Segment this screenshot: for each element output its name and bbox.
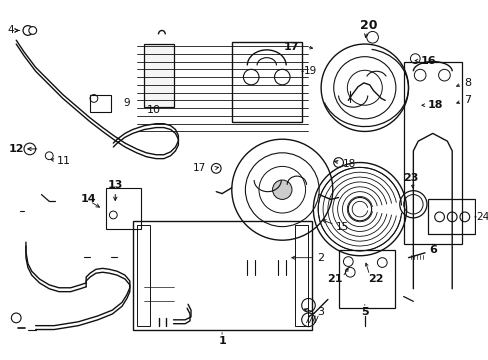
Text: 13: 13 (107, 180, 122, 190)
Text: 4: 4 (8, 26, 14, 36)
Text: 24: 24 (475, 212, 488, 222)
Bar (136, 225, 150, 326)
Text: 7: 7 (463, 95, 470, 105)
Text: 20: 20 (359, 19, 377, 32)
Text: 1: 1 (218, 336, 225, 346)
Text: 22: 22 (367, 274, 383, 284)
Bar (144, 44, 173, 107)
Bar (403, 62, 461, 244)
Bar (427, 199, 473, 234)
Text: 18: 18 (342, 159, 355, 170)
Circle shape (24, 143, 36, 155)
Bar (105, 188, 140, 229)
Text: 10: 10 (146, 105, 160, 115)
Text: 17: 17 (283, 42, 298, 52)
Text: 6: 6 (428, 245, 436, 255)
Text: 12: 12 (8, 144, 24, 154)
Text: 9: 9 (123, 98, 129, 108)
Bar (90, 95, 111, 112)
Bar (231, 42, 301, 122)
Bar (338, 250, 394, 308)
Text: 19: 19 (303, 66, 316, 76)
Text: 21: 21 (326, 274, 342, 284)
Circle shape (272, 180, 291, 199)
Text: 8: 8 (463, 78, 470, 88)
Text: 2: 2 (317, 253, 324, 263)
Text: 18: 18 (427, 100, 443, 110)
Text: 17: 17 (193, 163, 206, 174)
Bar (132, 221, 312, 329)
Text: 23: 23 (402, 173, 417, 183)
Text: 15: 15 (335, 222, 348, 231)
Text: 3: 3 (317, 307, 324, 317)
Circle shape (29, 27, 37, 34)
Text: 14: 14 (80, 194, 96, 204)
Circle shape (23, 26, 33, 35)
Text: 16: 16 (420, 55, 436, 66)
Text: 11: 11 (57, 156, 71, 166)
Text: 5: 5 (360, 307, 368, 317)
Bar (294, 225, 308, 326)
